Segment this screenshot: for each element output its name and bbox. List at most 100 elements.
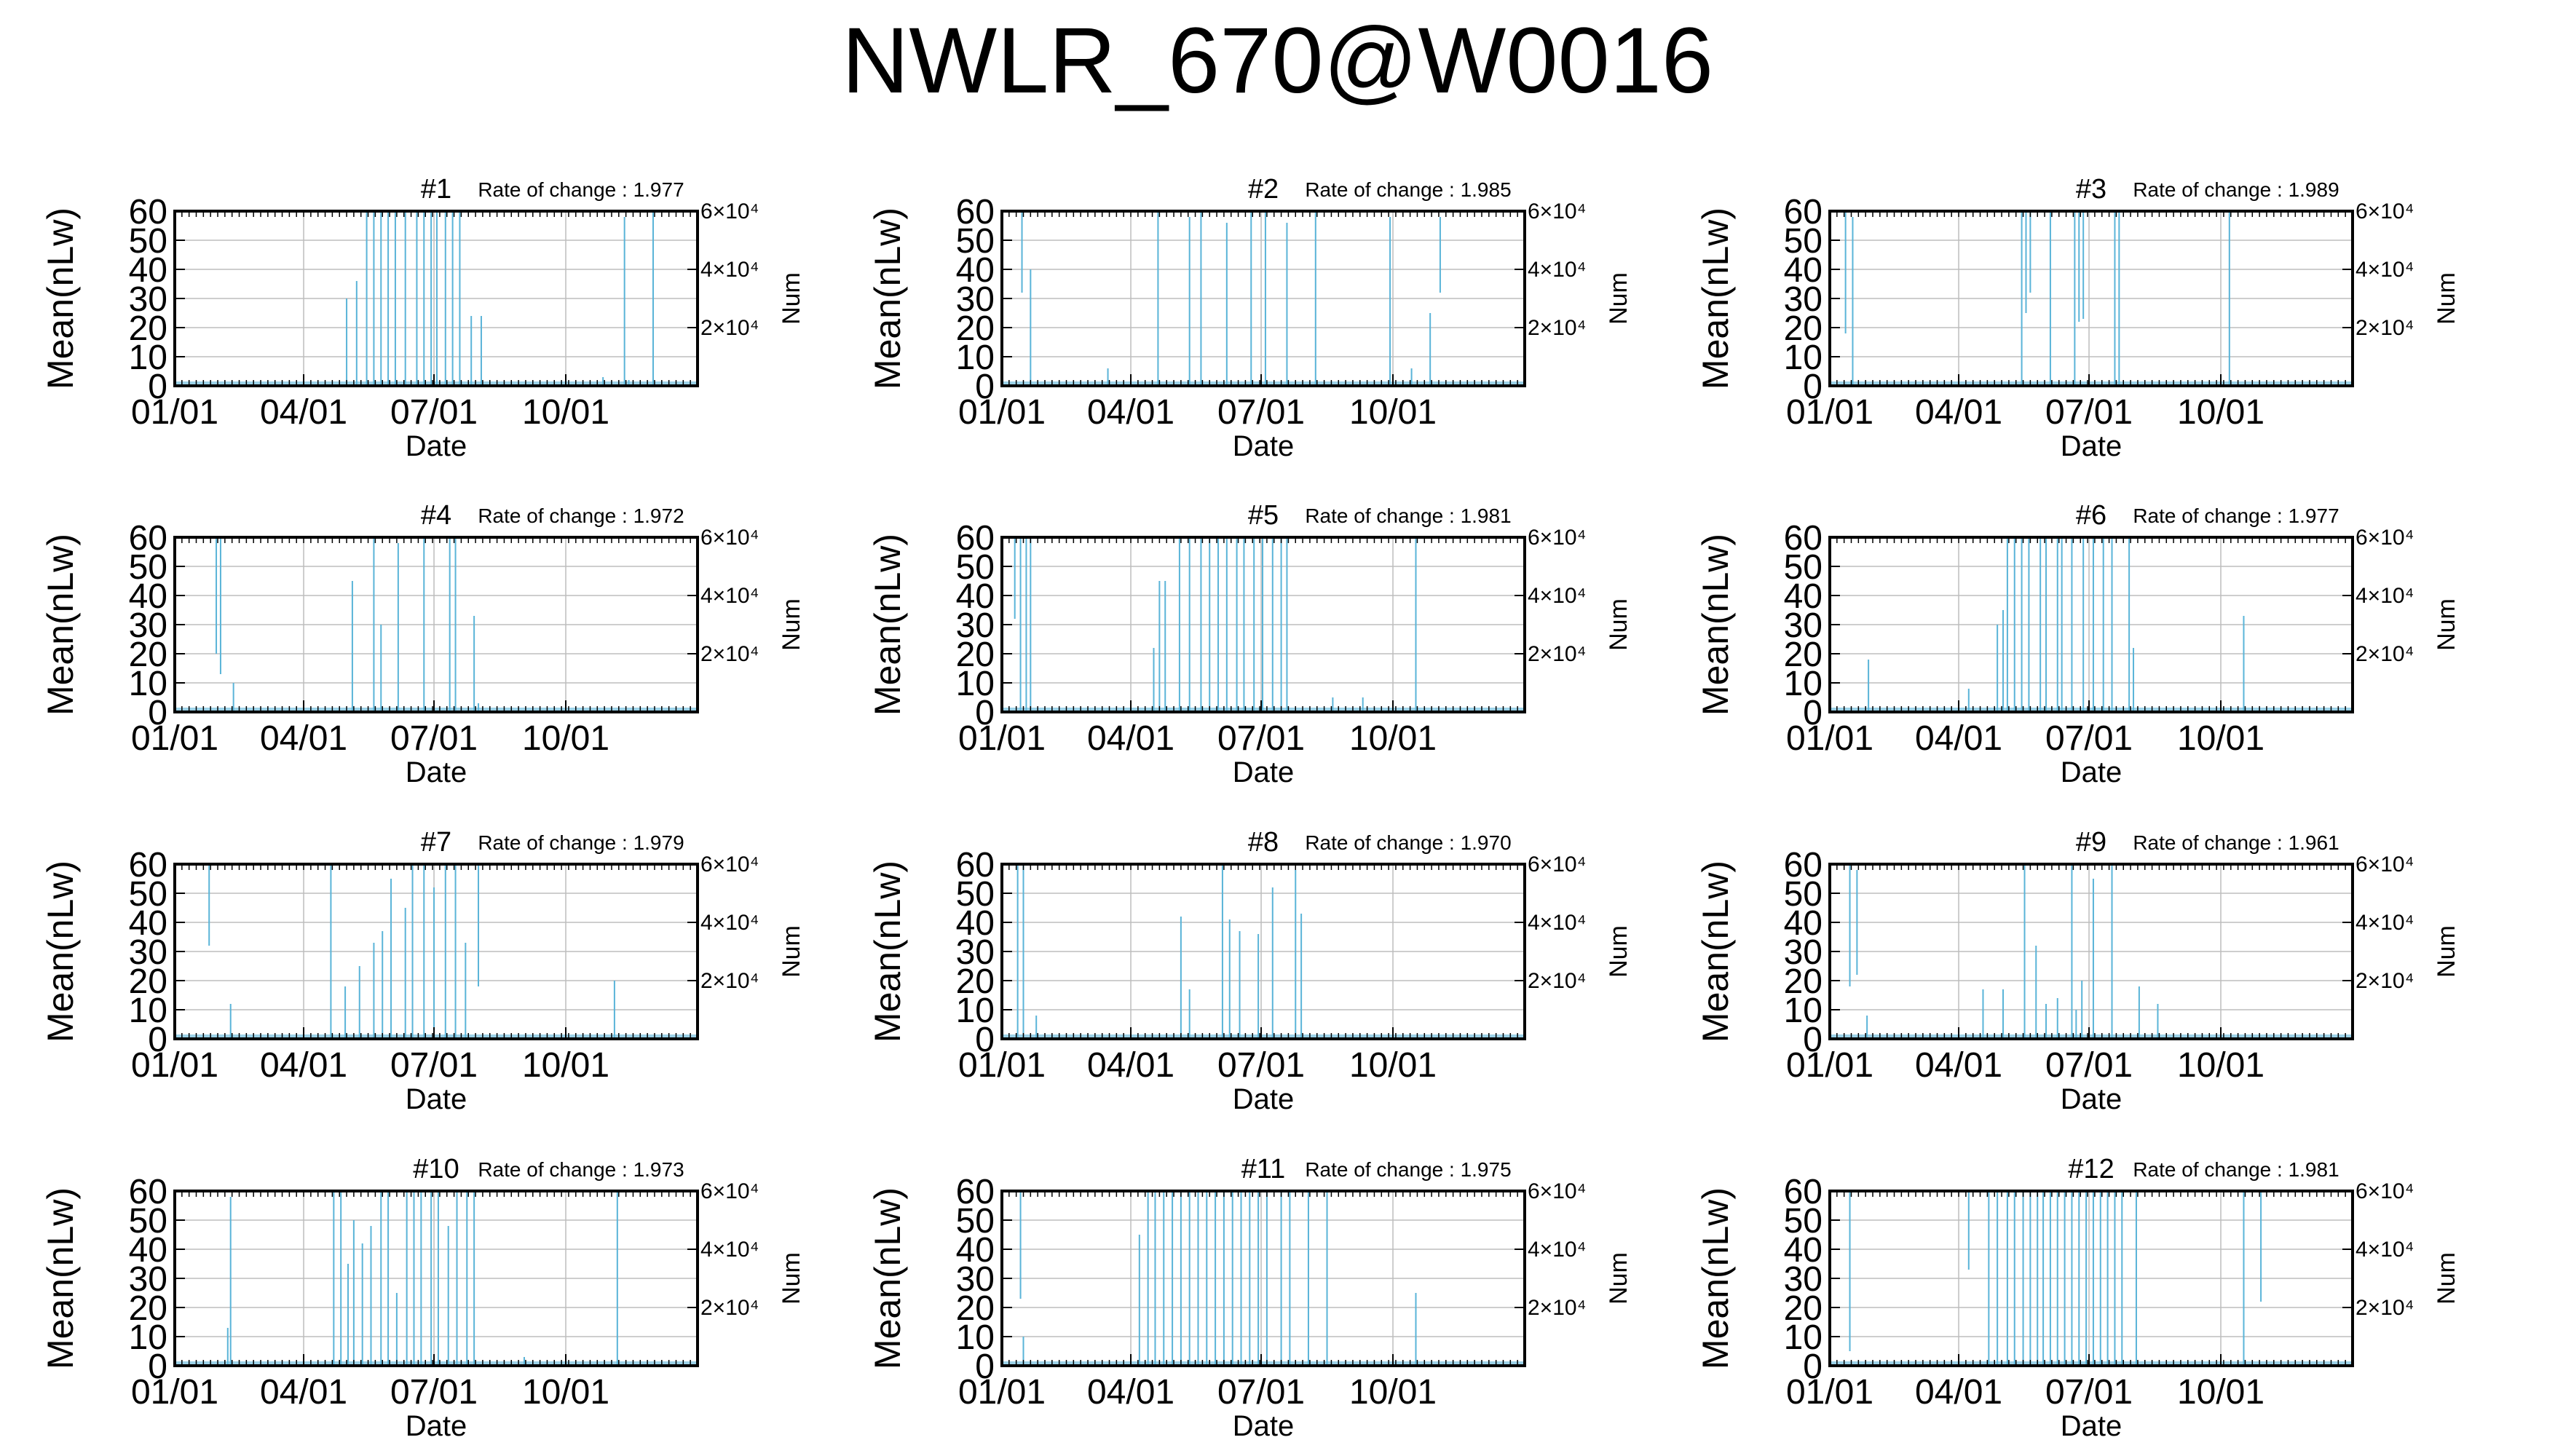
- y2-tick-label: 4×10⁴: [700, 1238, 759, 1262]
- y-tick-label: 0: [975, 368, 995, 406]
- x-tick-label: 04/01: [260, 393, 347, 432]
- y2-tick-label: 4×10⁴: [1528, 584, 1586, 608]
- baseline-series: [1002, 381, 1525, 386]
- x-tick-label: 01/01: [1786, 1046, 1873, 1085]
- y-tick-label: 50: [1784, 875, 1823, 914]
- y-tick-label: 50: [1784, 548, 1823, 587]
- x-tick-label: 01/01: [1786, 719, 1873, 758]
- y2-tick-label: 2×10⁴: [2355, 642, 2414, 666]
- x-tick-label: 07/01: [2045, 1373, 2133, 1412]
- y-tick-label: 30: [129, 1260, 167, 1299]
- y2-axis-title: Num: [1605, 1252, 1632, 1305]
- y-tick-label: 40: [956, 577, 995, 616]
- x-tick-label: 01/01: [1786, 393, 1873, 432]
- panel-title: #6: [2076, 500, 2106, 531]
- y2-tick-label: 4×10⁴: [2355, 911, 2414, 935]
- y-tick-label: 20: [129, 1289, 167, 1328]
- y2-axis-title: Num: [1605, 598, 1632, 651]
- y-axis-title: Mean(nLw): [867, 534, 908, 716]
- y2-tick-label: 4×10⁴: [700, 258, 759, 282]
- y2-tick-label: 6×10⁴: [700, 852, 759, 877]
- y-axis-title: Mean(nLw): [867, 1187, 908, 1369]
- x-tick-label: 10/01: [522, 719, 609, 758]
- x-tick-label: 04/01: [260, 719, 347, 758]
- y-tick-label: 0: [975, 1348, 995, 1386]
- y-tick-label: 40: [956, 1231, 995, 1270]
- x-tick-label: 07/01: [1217, 719, 1305, 758]
- panel-title: #3: [2076, 174, 2106, 205]
- x-tick-label: 04/01: [1915, 719, 2002, 758]
- y-tick-label: 10: [129, 1318, 167, 1357]
- y-tick-label: 40: [129, 251, 167, 290]
- y-tick-label: 60: [1784, 193, 1823, 232]
- rate-of-change-label: Rate of change : 1.989: [2133, 178, 2339, 201]
- x-tick-label: 01/01: [1786, 1373, 1873, 1412]
- x-axis-title: Date: [2061, 1410, 2122, 1442]
- y2-tick-label: 2×10⁴: [2355, 1296, 2414, 1320]
- x-axis-title: Date: [2061, 430, 2122, 462]
- x-tick-label: 10/01: [2177, 393, 2264, 432]
- y2-axis-title: Num: [778, 1252, 805, 1305]
- y2-tick-label: 4×10⁴: [2355, 1238, 2414, 1262]
- y-tick-label: 10: [1784, 992, 1823, 1030]
- y-axis-title: Mean(nLw): [867, 860, 908, 1042]
- y-tick-label: 10: [956, 339, 995, 377]
- y-tick-label: 10: [1784, 665, 1823, 703]
- y-tick-label: 50: [129, 1202, 167, 1241]
- x-axis-title: Date: [1233, 756, 1295, 788]
- y-tick-label: 0: [148, 694, 167, 732]
- y-tick-label: 30: [956, 1260, 995, 1299]
- y-tick-label: 40: [129, 904, 167, 943]
- x-axis-title: Date: [406, 1410, 467, 1442]
- y-tick-label: 30: [956, 933, 995, 972]
- y-tick-label: 20: [1784, 962, 1823, 1001]
- y-tick-label: 40: [1784, 251, 1823, 290]
- y2-tick-label: 2×10⁴: [700, 316, 759, 340]
- baseline-series: [175, 1034, 698, 1039]
- y-tick-label: 50: [1784, 1202, 1823, 1241]
- x-tick-label: 10/01: [2177, 1046, 2264, 1085]
- baseline-series: [175, 1361, 698, 1366]
- y-tick-label: 40: [956, 251, 995, 290]
- y-tick-label: 0: [1803, 1021, 1823, 1059]
- x-tick-label: 04/01: [1087, 1373, 1174, 1412]
- y2-tick-label: 2×10⁴: [700, 1296, 759, 1320]
- y-tick-label: 50: [1784, 222, 1823, 261]
- rate-of-change-label: Rate of change : 1.970: [1305, 831, 1511, 854]
- panel-title: #9: [2076, 827, 2106, 858]
- x-tick-label: 04/01: [1087, 393, 1174, 432]
- y-tick-label: 0: [975, 694, 995, 732]
- y2-tick-label: 6×10⁴: [2355, 852, 2414, 877]
- y-tick-label: 0: [1803, 1348, 1823, 1386]
- x-tick-label: 07/01: [390, 1046, 478, 1085]
- x-tick-label: 04/01: [260, 1373, 347, 1412]
- x-tick-label: 01/01: [958, 393, 1046, 432]
- y-tick-label: 60: [1784, 519, 1823, 558]
- x-tick-label: 07/01: [390, 1373, 478, 1412]
- y-tick-label: 40: [956, 904, 995, 943]
- y2-tick-label: 4×10⁴: [700, 911, 759, 935]
- y-tick-label: 40: [1784, 1231, 1823, 1270]
- y-tick-label: 60: [129, 846, 167, 885]
- y-tick-label: 10: [129, 339, 167, 377]
- y-tick-label: 20: [1784, 309, 1823, 348]
- y2-tick-label: 2×10⁴: [700, 969, 759, 993]
- y2-tick-label: 6×10⁴: [1528, 1179, 1586, 1203]
- y2-tick-label: 6×10⁴: [700, 199, 759, 223]
- x-tick-label: 10/01: [522, 1046, 609, 1085]
- y-tick-label: 60: [129, 1173, 167, 1211]
- y-tick-label: 10: [129, 665, 167, 703]
- y2-tick-label: 4×10⁴: [1528, 911, 1586, 935]
- x-tick-label: 04/01: [1087, 719, 1174, 758]
- rate-of-change-label: Rate of change : 1.981: [2133, 1158, 2339, 1181]
- x-tick-label: 04/01: [260, 1046, 347, 1085]
- x-axis-title: Date: [406, 430, 467, 462]
- y2-tick-label: 2×10⁴: [700, 642, 759, 666]
- y-tick-label: 0: [148, 368, 167, 406]
- y2-tick-label: 4×10⁴: [2355, 258, 2414, 282]
